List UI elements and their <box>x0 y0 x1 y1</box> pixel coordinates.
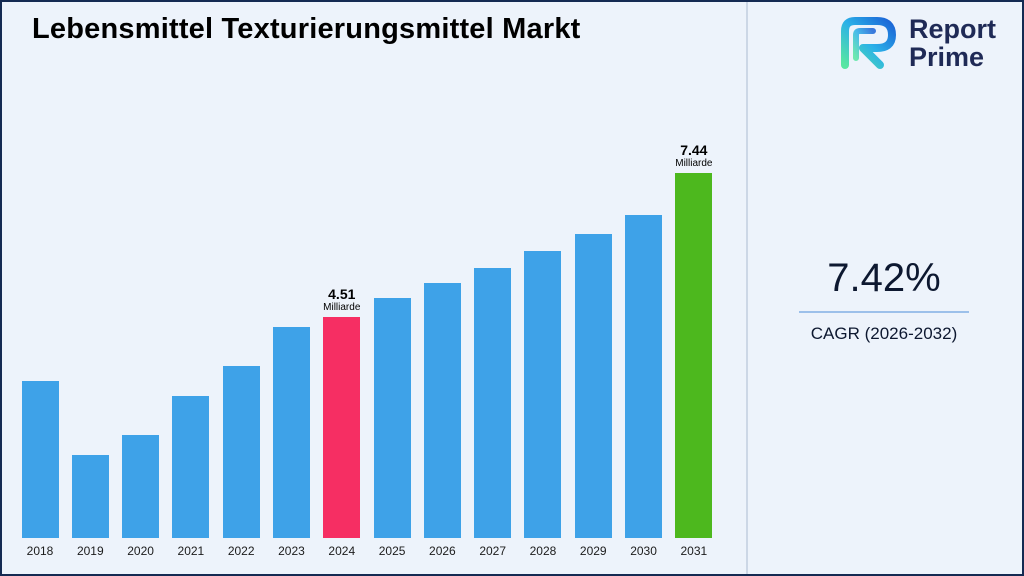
x-axis-label-2022: 2022 <box>227 544 255 558</box>
x-axis-label-2024: 2024 <box>328 544 356 558</box>
x-axis-label-2026: 2026 <box>429 544 456 558</box>
callout-value: 4.51 <box>328 286 356 302</box>
logo-line1: Report <box>909 14 996 44</box>
bar-2022 <box>222 366 260 538</box>
bar-2026 <box>423 283 461 538</box>
bar-2024 <box>323 317 361 538</box>
bar-2019 <box>71 455 109 538</box>
bar-column-2030: 2030 <box>624 215 664 558</box>
x-axis-label-2031: 2031 <box>680 544 708 558</box>
report-prime-logo: Report Prime <box>835 15 996 71</box>
bar-2020 <box>122 435 160 538</box>
bar-2023 <box>272 327 310 538</box>
bar-column-2019: 2019 <box>70 455 110 558</box>
x-axis-label-2018: 2018 <box>26 544 54 558</box>
bar-value-callout-2031: 7.44 Milliarde <box>675 142 712 169</box>
bar-column-2026: 2026 <box>422 283 462 558</box>
bar-column-2023: 2023 <box>271 327 311 558</box>
x-axis-label-2029: 2029 <box>579 544 607 558</box>
logo-wordmark: Report Prime <box>909 15 996 71</box>
bar-column-2021: 2021 <box>171 396 211 558</box>
bar-column-2018: 2018 <box>20 381 60 558</box>
x-axis-label-2021: 2021 <box>177 544 205 558</box>
x-axis-label-2019: 2019 <box>76 544 104 558</box>
bar-column-2024: 4.51 Milliarde 2024 <box>322 286 362 558</box>
bar-2029 <box>574 234 612 538</box>
report-prime-logo-icon <box>841 17 896 70</box>
bar-chart: 2018 2019 2020 2021 2022 2023 4.51 Milliarde 202… <box>20 142 714 558</box>
bar-column-2025: 2025 <box>372 298 412 558</box>
x-axis-label-2030: 2030 <box>630 544 657 558</box>
bar-2025 <box>373 298 411 538</box>
x-axis-label-2025: 2025 <box>378 544 406 558</box>
callout-value: 7.44 <box>680 142 708 158</box>
bar-2021 <box>172 396 210 538</box>
cagr-underline <box>799 311 969 313</box>
bar-column-2027: 2027 <box>473 268 513 558</box>
cagr-value: 7.42% <box>827 256 941 300</box>
bar-column-2031: 7.44 Milliarde 2031 <box>674 142 714 558</box>
bar-column-2022: 2022 <box>221 366 261 558</box>
x-axis-label-2020: 2020 <box>127 544 154 558</box>
bar-value-callout-2024: 4.51 Milliarde <box>323 286 360 313</box>
bar-2018 <box>21 381 59 538</box>
page-title: Lebensmittel Texturierungsmittel Markt <box>32 13 581 45</box>
x-axis-label-2028: 2028 <box>529 544 557 558</box>
bar-2027 <box>474 268 512 538</box>
logo-line2: Prime <box>909 42 985 73</box>
bar-2028 <box>524 251 562 538</box>
x-axis-label-2027: 2027 <box>479 544 507 558</box>
bar-column-2028: 2028 <box>523 251 563 558</box>
callout-unit: Milliarde <box>323 302 361 313</box>
cagr-panel: 7.42% CAGR (2026-2032) <box>748 256 1020 344</box>
bar-2030 <box>625 215 663 538</box>
bar-column-2020: 2020 <box>121 435 161 558</box>
bar-column-2029: 2029 <box>573 234 613 558</box>
vertical-divider <box>746 2 748 574</box>
cagr-label: CAGR (2026-2032) <box>810 324 958 343</box>
x-axis-label-2023: 2023 <box>278 544 305 558</box>
callout-unit: Milliarde <box>675 158 713 169</box>
bar-2031 <box>675 173 713 538</box>
